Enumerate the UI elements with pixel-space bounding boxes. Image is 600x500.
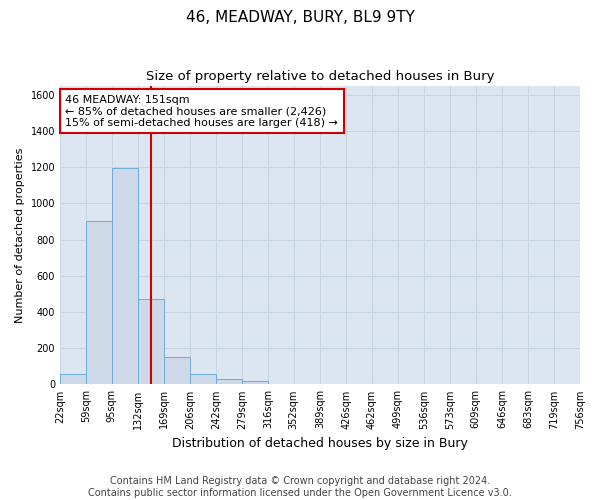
Y-axis label: Number of detached properties: Number of detached properties xyxy=(15,148,25,322)
Bar xyxy=(216,379,242,384)
Bar xyxy=(190,374,216,384)
X-axis label: Distribution of detached houses by size in Bury: Distribution of detached houses by size … xyxy=(172,437,468,450)
Text: 46, MEADWAY, BURY, BL9 9TY: 46, MEADWAY, BURY, BL9 9TY xyxy=(185,10,415,25)
Text: Contains HM Land Registry data © Crown copyright and database right 2024.
Contai: Contains HM Land Registry data © Crown c… xyxy=(88,476,512,498)
Bar xyxy=(164,358,190,384)
Title: Size of property relative to detached houses in Bury: Size of property relative to detached ho… xyxy=(146,70,494,83)
Bar xyxy=(138,300,164,384)
Bar xyxy=(86,222,112,384)
Bar xyxy=(60,374,86,384)
Bar xyxy=(242,381,268,384)
Text: 46 MEADWAY: 151sqm
← 85% of detached houses are smaller (2,426)
15% of semi-deta: 46 MEADWAY: 151sqm ← 85% of detached hou… xyxy=(65,94,338,128)
Bar xyxy=(112,168,138,384)
